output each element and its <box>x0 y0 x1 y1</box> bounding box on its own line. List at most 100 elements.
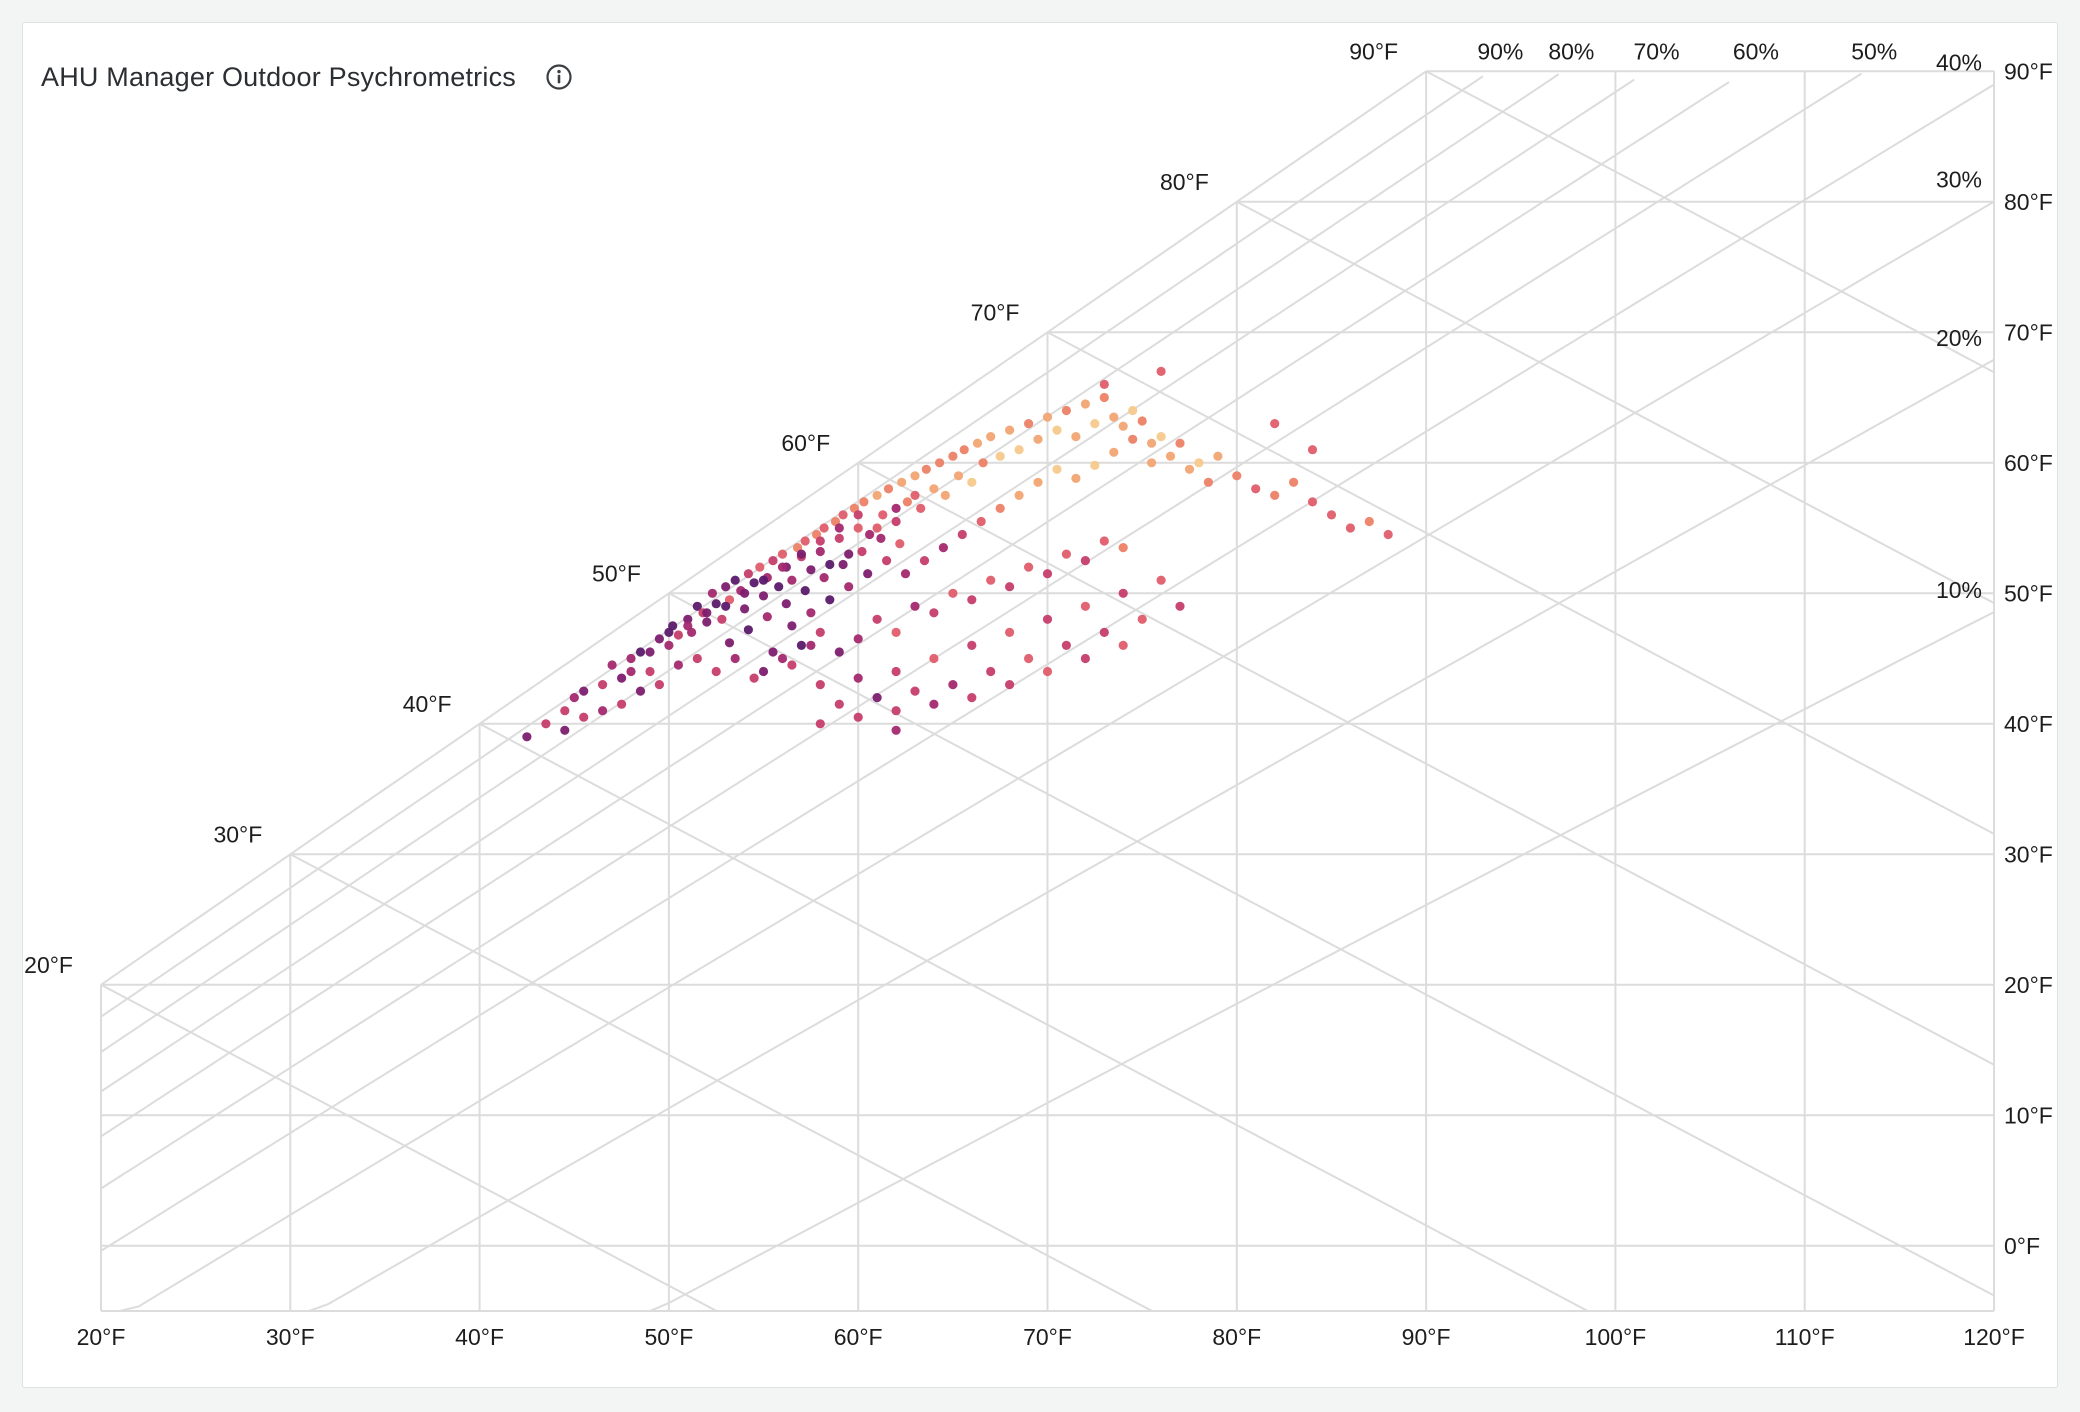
rh-side-label: 20% <box>1936 325 1982 351</box>
data-point <box>857 546 867 557</box>
data-point <box>815 719 825 729</box>
data-point <box>1307 497 1318 507</box>
wet-bulb-gridline <box>1047 331 1995 835</box>
data-point <box>806 608 816 618</box>
data-point <box>1137 416 1147 426</box>
data-point <box>1165 451 1176 461</box>
data-point <box>834 523 844 533</box>
data-point <box>1014 490 1024 500</box>
data-point <box>834 533 844 544</box>
right-tick-label: 90°F <box>2004 58 2053 84</box>
data-point <box>730 575 740 585</box>
rh-top-label: 80% <box>1548 38 1594 64</box>
data-point <box>838 559 848 570</box>
rh-curve <box>101 200 1995 1312</box>
x-tick-label: 70°F <box>1023 1324 1072 1350</box>
data-point <box>872 523 882 533</box>
data-point <box>702 617 712 627</box>
data-point <box>1061 549 1071 559</box>
data-point <box>645 647 655 657</box>
data-point <box>940 490 950 500</box>
data-point <box>910 601 920 611</box>
data-point <box>1061 405 1071 416</box>
data-point <box>878 510 888 520</box>
data-point <box>598 680 608 690</box>
data-point <box>560 706 570 716</box>
data-point <box>883 484 894 494</box>
data-point <box>758 591 769 601</box>
data-point <box>1203 477 1213 487</box>
data-point <box>1109 447 1119 457</box>
wet-bulb-gridline <box>100 983 718 1312</box>
x-tick-label: 50°F <box>644 1324 693 1350</box>
data-point <box>758 575 769 585</box>
data-point <box>859 497 869 507</box>
data-point <box>1042 412 1053 422</box>
panel-header: AHU Manager Outdoor Psychrometrics <box>41 59 574 95</box>
data-point <box>768 647 778 657</box>
data-point <box>787 621 797 631</box>
data-point <box>617 699 627 709</box>
rh-side-label: 30% <box>1936 167 1982 193</box>
data-point <box>635 647 646 657</box>
data-point <box>815 680 825 690</box>
wet-bulb-gridline <box>1425 70 1995 374</box>
x-tick-label: 90°F <box>1402 1324 1451 1350</box>
x-tick-label: 100°F <box>1585 1324 1647 1350</box>
data-point <box>758 666 769 677</box>
wet-bulb-gridline <box>289 853 1153 1312</box>
data-point <box>825 595 835 605</box>
psychrometric-chart: 20°F 30°F 40°F 50°F 60°F 70°F 80°F 90°F 100°F 110… <box>24 38 2053 1350</box>
data-point <box>796 549 807 559</box>
data-point <box>635 686 646 696</box>
data-point <box>711 599 721 609</box>
rh-top-label: 60% <box>1733 38 1779 64</box>
data-point <box>1024 653 1034 664</box>
data-point <box>853 673 863 683</box>
data-point <box>1052 464 1062 474</box>
data-point <box>749 673 759 683</box>
data-point <box>986 575 996 585</box>
data-point <box>645 666 655 677</box>
data-point <box>910 686 920 696</box>
data-point <box>683 621 693 631</box>
info-circle-icon[interactable] <box>544 62 574 92</box>
data-point <box>740 604 750 614</box>
data-point <box>777 549 788 559</box>
data-point <box>976 516 986 527</box>
data-point <box>730 653 740 664</box>
rh-top-label: 70% <box>1634 38 1680 64</box>
data-point <box>891 516 901 527</box>
data-point <box>762 612 772 622</box>
data-point <box>1213 451 1223 461</box>
data-point <box>787 575 797 585</box>
data-point <box>1118 421 1128 431</box>
data-point <box>967 477 977 487</box>
data-point <box>569 693 579 703</box>
data-point <box>541 719 551 729</box>
data-point <box>777 653 788 664</box>
data-point <box>724 638 735 648</box>
data-point <box>755 562 765 572</box>
wet-bulb-gridline <box>479 722 1589 1312</box>
rh-side-label: 10% <box>1936 577 1982 603</box>
data-point <box>910 471 920 481</box>
data-point <box>891 725 901 735</box>
data-point <box>1345 523 1355 533</box>
data-point <box>1099 536 1109 546</box>
data-point <box>1090 460 1100 470</box>
data-point <box>910 490 920 500</box>
data-point <box>806 565 816 575</box>
data-point <box>935 458 945 468</box>
data-point <box>1383 529 1393 540</box>
data-point <box>834 647 844 657</box>
data-point <box>948 680 958 690</box>
data-point <box>1080 556 1090 566</box>
data-point <box>853 523 863 533</box>
wet-bulb-gridline <box>668 592 1995 1297</box>
data-point <box>891 503 901 513</box>
data-point <box>834 699 844 709</box>
data-point <box>986 666 996 677</box>
x-tick-label: 40°F <box>455 1324 504 1350</box>
data-point <box>743 569 754 579</box>
